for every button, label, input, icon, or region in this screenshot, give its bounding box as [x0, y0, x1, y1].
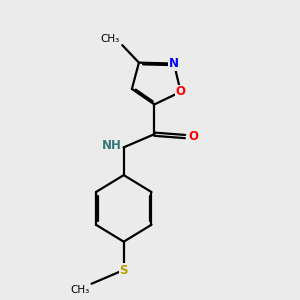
Text: N: N	[169, 57, 179, 70]
Text: O: O	[189, 130, 199, 143]
Text: CH₃: CH₃	[101, 34, 120, 44]
Text: S: S	[119, 263, 128, 277]
Text: NH: NH	[101, 140, 122, 152]
Text: CH₃: CH₃	[70, 285, 89, 295]
Text: O: O	[176, 85, 186, 98]
